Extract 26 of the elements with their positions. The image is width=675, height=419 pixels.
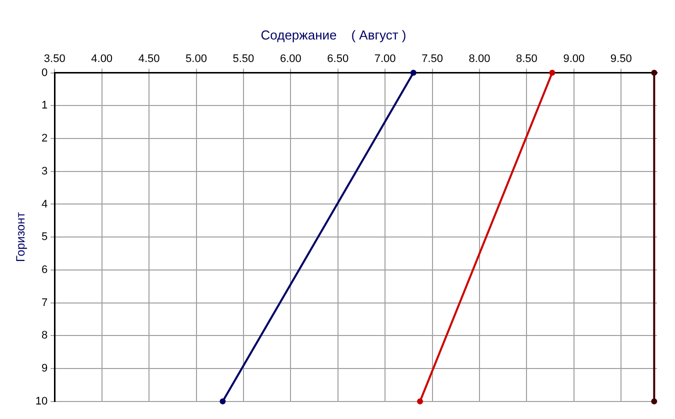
x-tick-label: 9.00 [563,53,585,66]
y-tick-label: 7 [42,296,48,309]
y-tick-label: 6 [42,264,48,276]
x-tick-label: 6.50 [327,53,349,66]
x-tick-label: 7.00 [374,53,396,66]
x-tick-label: 5.00 [186,53,207,66]
y-tick-label: 5 [42,231,48,244]
x-tick-label: 5.50 [232,53,254,66]
y-tick-label: 3 [42,165,48,178]
y-tick-label: 1 [42,100,48,112]
x-tick-label: 3.50 [44,53,66,66]
x-tick-label: 9.50 [610,53,632,66]
y-axis-title: Горизонт [14,212,28,262]
x-tick-label: 6.00 [280,53,302,66]
x-tick-label: 4.50 [138,53,160,66]
y-tick-label: 8 [42,330,48,342]
x-tick-label: 4.00 [91,53,113,66]
x-tick-label: 7.50 [422,53,444,66]
x-tick-label: 8.50 [516,53,538,66]
y-tick-label: 9 [42,362,48,375]
x-tick-label: 8.00 [468,53,490,66]
y-tick-label: 4 [42,198,48,210]
y-tick-label: 2 [42,132,48,145]
y-tick-label: 10 [35,395,48,408]
y-tick-label: 0 [42,66,48,79]
chart-title: Содержание ( Август ) [260,27,406,42]
